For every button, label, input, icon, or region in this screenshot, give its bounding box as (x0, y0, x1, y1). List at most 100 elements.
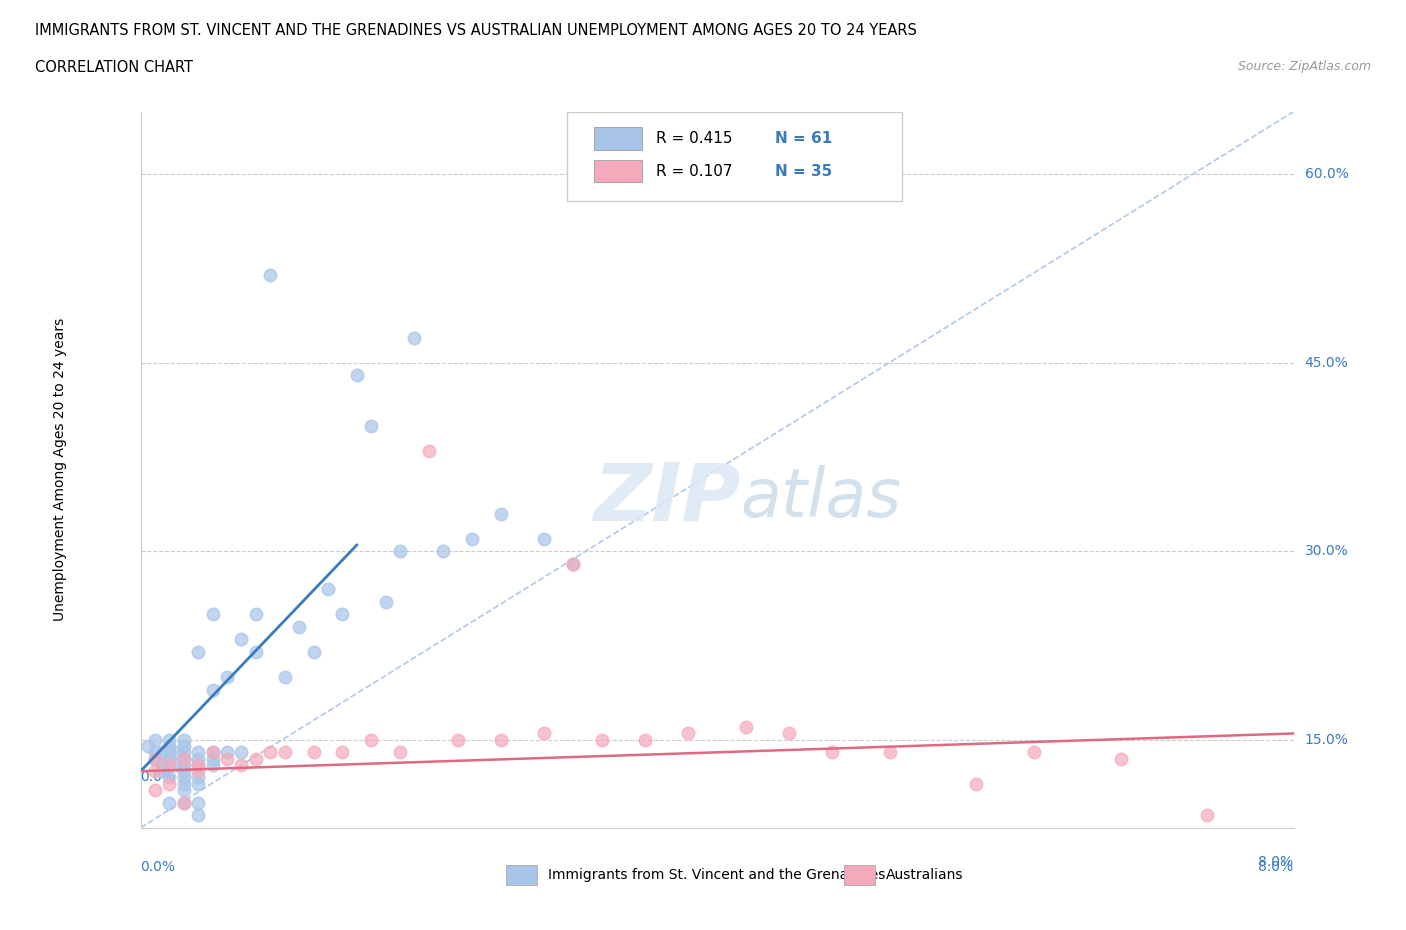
Point (159, 757, 180, 772)
Point (173, 770, 195, 785)
Text: 15.0%: 15.0% (1305, 733, 1348, 747)
Point (201, 757, 224, 772)
Point (159, 795, 180, 810)
Point (143, 751, 166, 766)
Point (150, 757, 173, 772)
Point (159, 757, 180, 772)
Point (231, 745, 253, 760)
Point (489, 732, 512, 747)
FancyBboxPatch shape (567, 112, 901, 201)
Text: IMMIGRANTS FROM ST. VINCENT AND THE GRENADINES VS AUSTRALIAN UNEMPLOYMENT AMONG : IMMIGRANTS FROM ST. VINCENT AND THE GREN… (35, 23, 917, 38)
Point (388, 544, 411, 559)
Point (217, 745, 239, 760)
Point (735, 720, 758, 735)
Point (316, 581, 339, 596)
Point (432, 544, 454, 559)
Point (288, 619, 311, 634)
Text: Immigrants from St. Vincent and the Grenadines: Immigrants from St. Vincent and the Gren… (548, 868, 886, 883)
Point (302, 745, 325, 760)
Text: R = 0.107: R = 0.107 (657, 164, 733, 179)
Point (274, 670, 297, 684)
Point (173, 738, 195, 753)
Text: 30.0%: 30.0% (1305, 544, 1348, 558)
Point (150, 745, 173, 760)
Point (187, 795, 209, 810)
Point (259, 268, 281, 283)
Text: Australians: Australians (886, 868, 963, 883)
Point (374, 594, 396, 609)
Point (332, 606, 354, 621)
Point (187, 757, 209, 772)
Point (187, 644, 209, 659)
Text: atlas: atlas (740, 465, 901, 531)
Point (143, 782, 166, 797)
Text: 0.0%: 0.0% (141, 860, 176, 874)
Point (404, 330, 426, 345)
Point (461, 531, 484, 546)
Point (360, 732, 382, 747)
Point (173, 732, 195, 747)
Point (143, 745, 166, 760)
Point (143, 751, 166, 766)
Point (561, 556, 585, 571)
Point (274, 745, 297, 760)
Point (136, 738, 159, 753)
Point (187, 807, 209, 822)
Point (591, 732, 613, 747)
Point (259, 745, 281, 760)
Point (173, 795, 195, 810)
Text: ZIP: ZIP (593, 459, 740, 538)
Point (187, 757, 209, 772)
Text: R = 0.415: R = 0.415 (657, 130, 733, 146)
Point (533, 531, 555, 546)
Point (187, 764, 209, 778)
Point (159, 751, 180, 766)
Point (187, 777, 209, 791)
Point (143, 732, 166, 747)
Point (187, 751, 209, 766)
Text: 8.0%: 8.0% (1258, 856, 1294, 870)
Point (166, 757, 188, 772)
Point (201, 682, 224, 697)
Point (447, 732, 470, 747)
Point (332, 745, 354, 760)
Bar (593, 126, 643, 150)
Point (173, 795, 195, 810)
Text: N = 61: N = 61 (775, 130, 832, 146)
Point (678, 726, 700, 741)
Point (231, 631, 253, 646)
Point (561, 556, 585, 571)
Point (173, 782, 195, 797)
Point (245, 644, 267, 659)
Point (533, 726, 555, 741)
Point (1195, 807, 1218, 822)
Point (634, 732, 657, 747)
Point (217, 751, 239, 766)
Point (346, 368, 368, 383)
Text: 0.0%: 0.0% (141, 770, 176, 784)
Point (201, 606, 224, 621)
Point (201, 751, 224, 766)
Point (778, 726, 800, 741)
Point (231, 757, 253, 772)
Point (173, 751, 195, 766)
Point (302, 644, 325, 659)
Point (418, 444, 440, 458)
Point (201, 745, 224, 760)
Point (159, 770, 180, 785)
Point (173, 751, 195, 766)
Text: Source: ZipAtlas.com: Source: ZipAtlas.com (1237, 60, 1371, 73)
Point (1024, 745, 1046, 760)
Point (166, 745, 188, 760)
Bar (593, 160, 643, 182)
Point (1109, 751, 1132, 766)
Point (159, 777, 180, 791)
Point (159, 745, 180, 760)
Point (201, 745, 224, 760)
Point (187, 770, 209, 785)
Text: 8.0%: 8.0% (1258, 860, 1294, 874)
Point (489, 506, 512, 521)
Point (360, 418, 382, 433)
Point (173, 757, 195, 772)
Point (159, 738, 180, 753)
